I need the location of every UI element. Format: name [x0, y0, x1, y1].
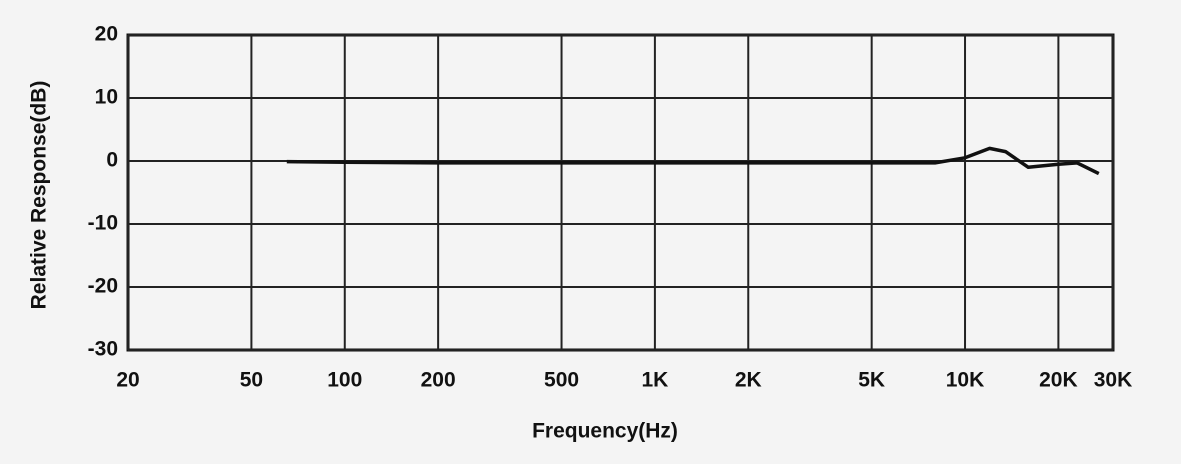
- y-tick-label: 20: [95, 23, 118, 46]
- y-tick-label: -20: [88, 275, 118, 298]
- x-tick-label: 2K: [735, 369, 762, 392]
- x-tick-label: 200: [421, 369, 456, 392]
- x-axis-title: Frequency(Hz): [532, 420, 678, 443]
- x-tick-label: 5K: [858, 369, 885, 392]
- y-axis-title: Relative Response(dB): [28, 81, 51, 310]
- x-tick-label: 30K: [1094, 369, 1133, 392]
- x-tick-label: 50: [240, 369, 263, 392]
- x-tick-label: 500: [544, 369, 579, 392]
- y-tick-label: 0: [106, 149, 118, 172]
- y-tick-label: 10: [95, 86, 118, 109]
- x-tick-label: 100: [327, 369, 362, 392]
- y-tick-label: -30: [88, 338, 118, 361]
- y-tick-label: -10: [88, 212, 118, 235]
- x-tick-label: 20K: [1039, 369, 1078, 392]
- x-tick-label: 1K: [641, 369, 668, 392]
- x-tick-label: 20: [116, 369, 139, 392]
- x-tick-label: 10K: [946, 369, 985, 392]
- response-line: [286, 146, 1100, 176]
